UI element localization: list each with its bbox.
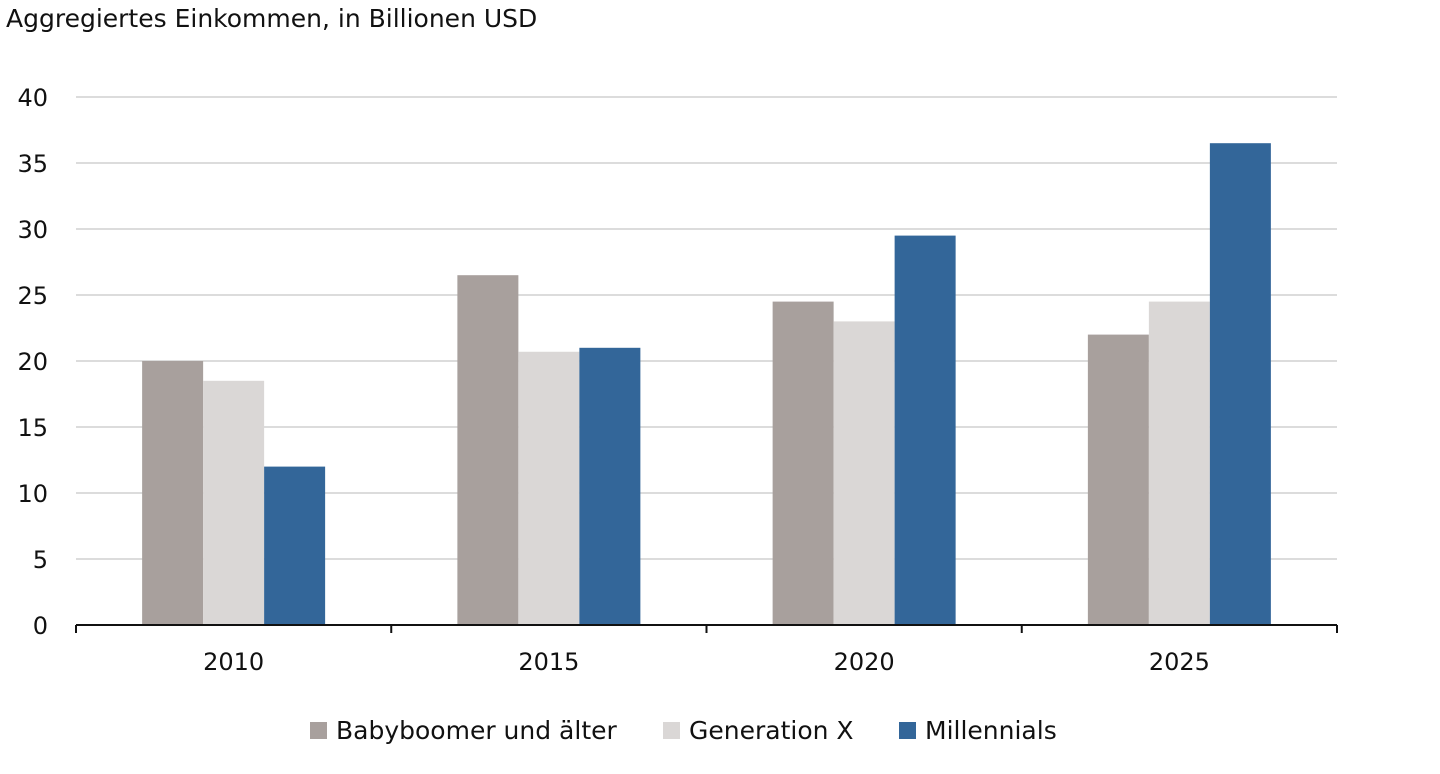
chart-title: Aggregiertes Einkommen, in Billionen USD <box>6 4 538 33</box>
bar-generation-x-2015 <box>518 351 580 625</box>
legend-swatch <box>310 721 327 739</box>
x-tick-label: 2020 <box>834 648 895 676</box>
bar-millennials-2025 <box>1209 143 1271 625</box>
y-tick-label: 20 <box>17 348 48 376</box>
bar-generation-x-2010 <box>203 380 265 625</box>
legend-item: Generation X <box>663 708 854 752</box>
legend-label: Millennials <box>925 715 1057 745</box>
bar-millennials-2020 <box>894 235 956 625</box>
y-tick-label: 5 <box>33 546 48 574</box>
y-tick-label: 15 <box>17 414 48 442</box>
y-tick-label: 35 <box>17 150 48 178</box>
legend-item: Millennials <box>899 708 1057 752</box>
y-tick-label: 0 <box>33 612 48 640</box>
bar-babyboomer-und-lter-2025 <box>1087 334 1149 625</box>
bar-millennials-2010 <box>264 466 326 625</box>
axes <box>75 624 1338 633</box>
bar-babyboomer-und-lter-2020 <box>772 301 834 625</box>
legend-label: Babyboomer und älter <box>336 715 617 745</box>
bar-babyboomer-und-lter-2010 <box>142 361 204 625</box>
y-tick-label: 25 <box>17 282 48 310</box>
bar-generation-x-2025 <box>1148 301 1210 625</box>
bars <box>142 143 1271 625</box>
legend-swatch <box>663 721 680 739</box>
y-tick-label: 10 <box>17 480 48 508</box>
bar-millennials-2015 <box>579 347 641 625</box>
bar-generation-x-2020 <box>833 321 895 625</box>
legend-swatch <box>899 721 916 739</box>
legend: Babyboomer und älter Generation X Millenni… <box>0 708 1440 752</box>
bar-babyboomer-und-lter-2015 <box>457 275 519 625</box>
legend-label: Generation X <box>689 715 854 745</box>
legend-item: Babyboomer und älter <box>310 708 617 752</box>
x-tick-label: 2025 <box>1149 648 1210 676</box>
y-tick-label: 40 <box>17 84 48 112</box>
x-tick-label: 2010 <box>203 648 264 676</box>
y-axis-ticks: 0 5 10 15 20 25 30 35 40 <box>17 84 48 640</box>
x-axis-ticks: 2010 2015 2020 2025 <box>203 648 1210 676</box>
x-tick-label: 2015 <box>518 648 579 676</box>
y-tick-label: 30 <box>17 216 48 244</box>
